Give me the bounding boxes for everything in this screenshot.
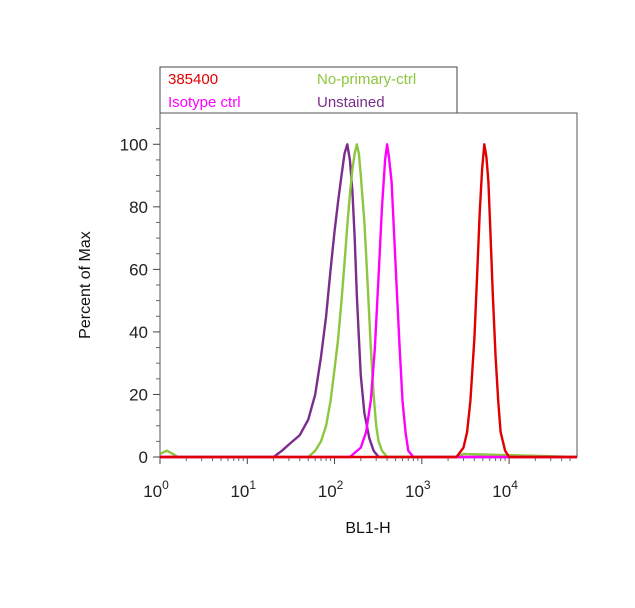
y-tick-label: 0 — [139, 448, 148, 467]
legend-entry: No-primary-ctrl — [317, 71, 416, 88]
series-line-unstained — [160, 143, 577, 459]
y-axis: 0 20 40 60 80 100 — [120, 128, 160, 467]
series-line-isotype-ctrl — [160, 143, 577, 459]
x-tick-label: 102 — [318, 478, 344, 501]
y-tick-label: 40 — [129, 323, 148, 342]
legend-entry: 385400 — [168, 71, 218, 88]
series-layer — [159, 143, 578, 459]
y-tick-label: 80 — [129, 198, 148, 217]
legend-entry: Unstained — [317, 94, 385, 111]
y-tick-label: 60 — [129, 260, 148, 279]
legend-entry: Isotype ctrl — [168, 94, 241, 111]
legend-box — [159, 66, 458, 114]
y-tick-label: 100 — [120, 135, 148, 154]
x-axis-title: BL1-H — [345, 520, 390, 537]
x-axis: 100 101 102 103 104 — [143, 457, 571, 501]
x-tick-label: 100 — [143, 478, 169, 501]
legend: 385400 No-primary-ctrl Isotype ctrl Unstain… — [168, 71, 416, 111]
x-tick-label: 103 — [405, 478, 431, 501]
series-line-385400 — [160, 143, 577, 459]
series-line-no-primary-ctrl — [159, 143, 578, 459]
x-tick-label: 104 — [492, 478, 518, 501]
y-tick-label: 20 — [129, 385, 148, 404]
x-tick-label: 101 — [230, 478, 256, 501]
y-axis-title: Percent of Max — [77, 231, 94, 339]
